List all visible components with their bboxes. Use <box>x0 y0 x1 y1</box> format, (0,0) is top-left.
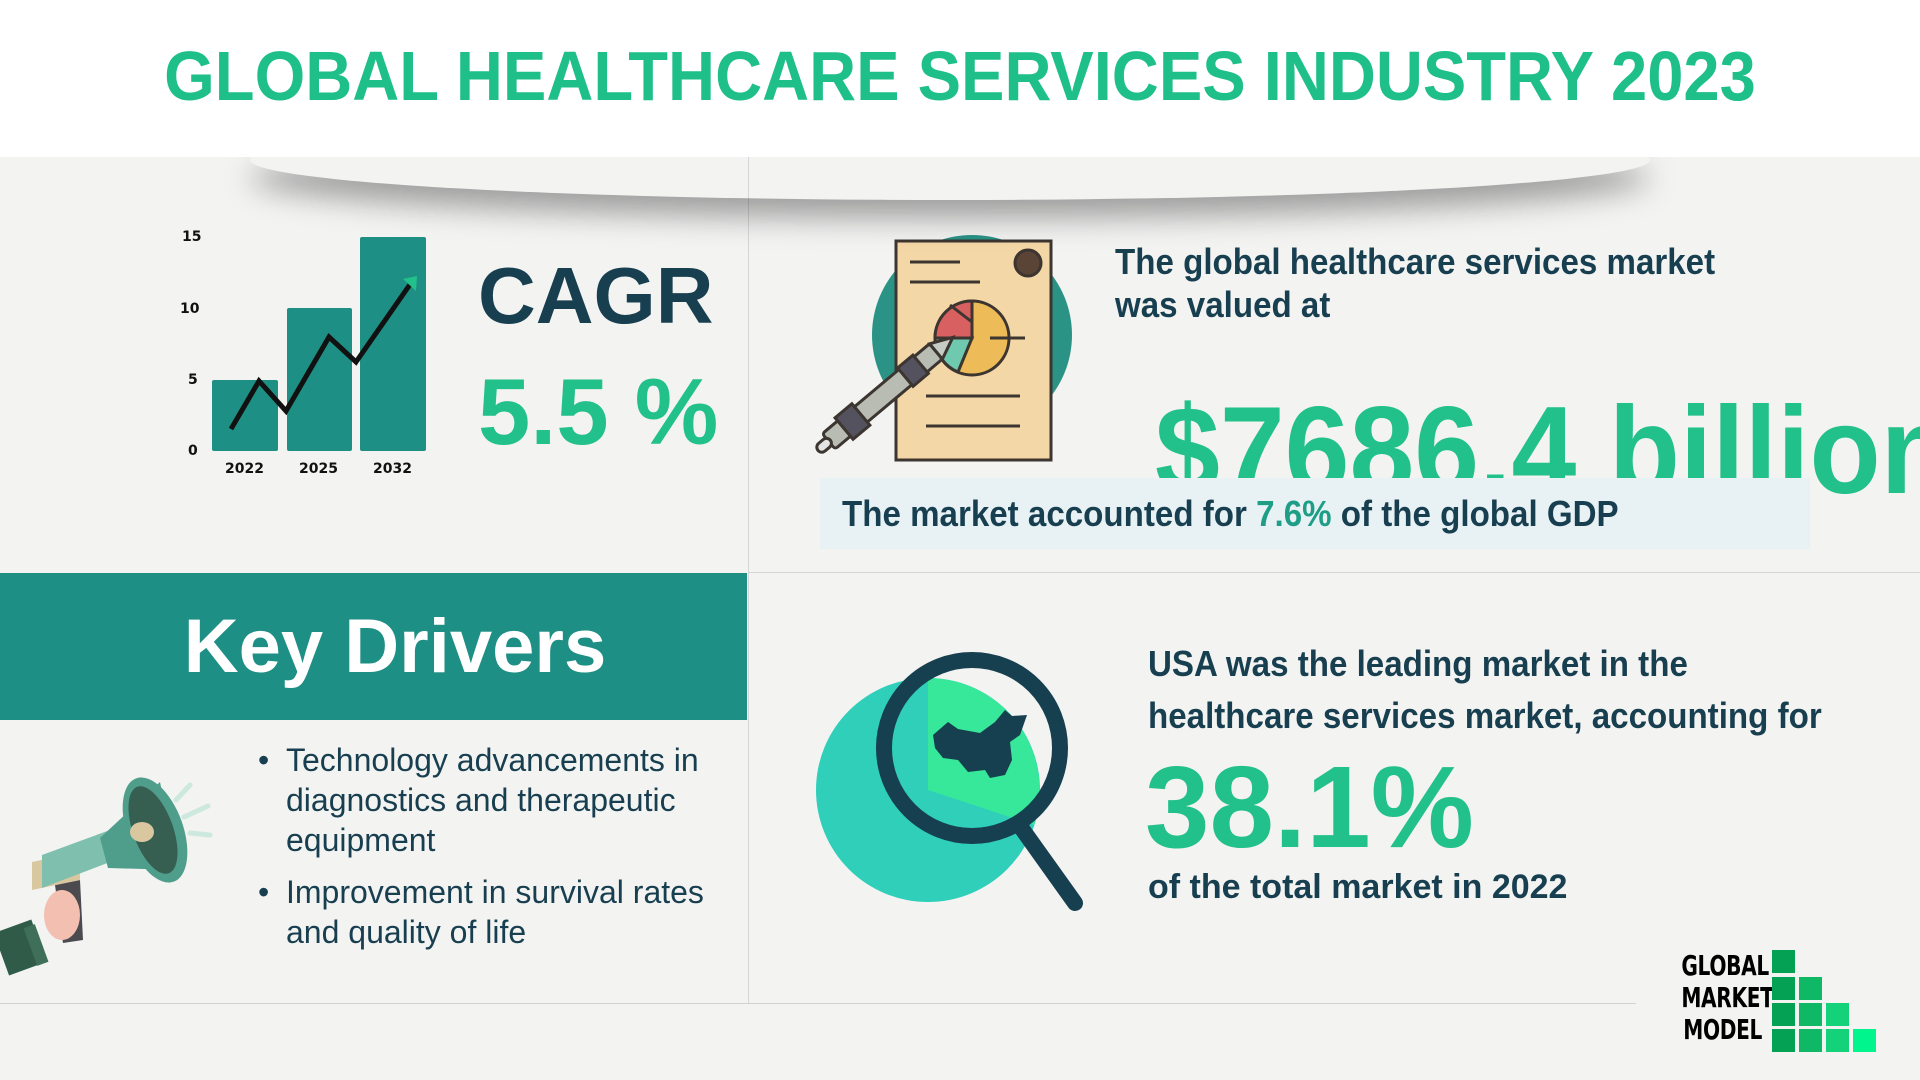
driver-item: Technology advancements in diagnostics a… <box>258 740 738 860</box>
logo-line-3: MODEL <box>1683 1013 1762 1046</box>
y-tick-5: 5 <box>188 372 198 388</box>
gdp-callout-text: The market accounted for 7.6% of the glo… <box>842 493 1619 535</box>
bar-chart-graphic <box>212 237 426 451</box>
market-line-1: The global healthcare services market <box>1115 241 1716 282</box>
bar-2025 <box>287 308 352 451</box>
bar-2032 <box>360 237 426 451</box>
magnifier-map-icon <box>816 652 1083 911</box>
header-bar <box>0 0 1920 157</box>
market-line-2: was valued at <box>1115 284 1331 325</box>
usa-description: USA was the leading market in the health… <box>1148 638 1822 742</box>
logo-line-2: MARKET <box>1681 981 1774 1014</box>
report-illustration <box>800 235 1080 470</box>
cagr-bar-chart: 15 10 5 0 2022 2025 2032 <box>170 225 460 485</box>
usa-line-1: USA was the leading market in the <box>1148 643 1688 684</box>
usa-share-value: 38.1% <box>1145 742 1474 872</box>
megaphone-illustration <box>0 760 230 990</box>
key-drivers-title: Key Drivers <box>183 604 607 689</box>
bar-2022 <box>212 380 278 451</box>
y-tick-10: 10 <box>180 301 200 317</box>
trend-line <box>228 281 414 431</box>
y-tick-15: 15 <box>182 229 202 245</box>
x-tick-2022: 2022 <box>225 461 264 477</box>
brand-logo-text: GLOBAL MARKET MODEL <box>1681 949 1774 1046</box>
key-drivers-list: Technology advancements in diagnostics a… <box>258 740 738 964</box>
horizontal-divider-middle <box>749 572 1920 573</box>
y-tick-0: 0 <box>188 443 198 459</box>
usa-line-2: healthcare services market, accounting f… <box>1148 695 1822 736</box>
megaphone-icon <box>0 777 213 976</box>
cagr-label: CAGR <box>478 251 714 340</box>
gdp-suffix: of the global GDP <box>1331 493 1619 534</box>
brand-logo-icon <box>1772 950 1878 1054</box>
gdp-callout-box <box>820 478 1810 549</box>
x-tick-2025: 2025 <box>299 461 338 477</box>
page-title: GLOBAL HEALTHCARE SERVICES INDUSTRY 2023 <box>164 37 1756 115</box>
gdp-prefix: The market accounted for <box>842 493 1257 534</box>
x-tick-2032: 2032 <box>373 461 412 477</box>
cagr-value: 5.5 % <box>478 359 719 464</box>
key-drivers-banner <box>0 573 747 720</box>
logo-line-1: GLOBAL <box>1681 949 1769 982</box>
usa-share-caption: of the total market in 2022 <box>1148 868 1568 906</box>
gdp-value: 7.6% <box>1256 493 1332 534</box>
horizontal-divider-bottom <box>0 1003 1636 1004</box>
usa-illustration <box>800 630 1120 920</box>
market-description: The global healthcare services market wa… <box>1115 240 1715 326</box>
document-chart-pen-icon <box>815 235 1072 462</box>
driver-item: Improvement in survival rates and qualit… <box>258 872 738 952</box>
trend-arrow-icon <box>403 276 417 291</box>
vertical-divider <box>748 157 749 1003</box>
